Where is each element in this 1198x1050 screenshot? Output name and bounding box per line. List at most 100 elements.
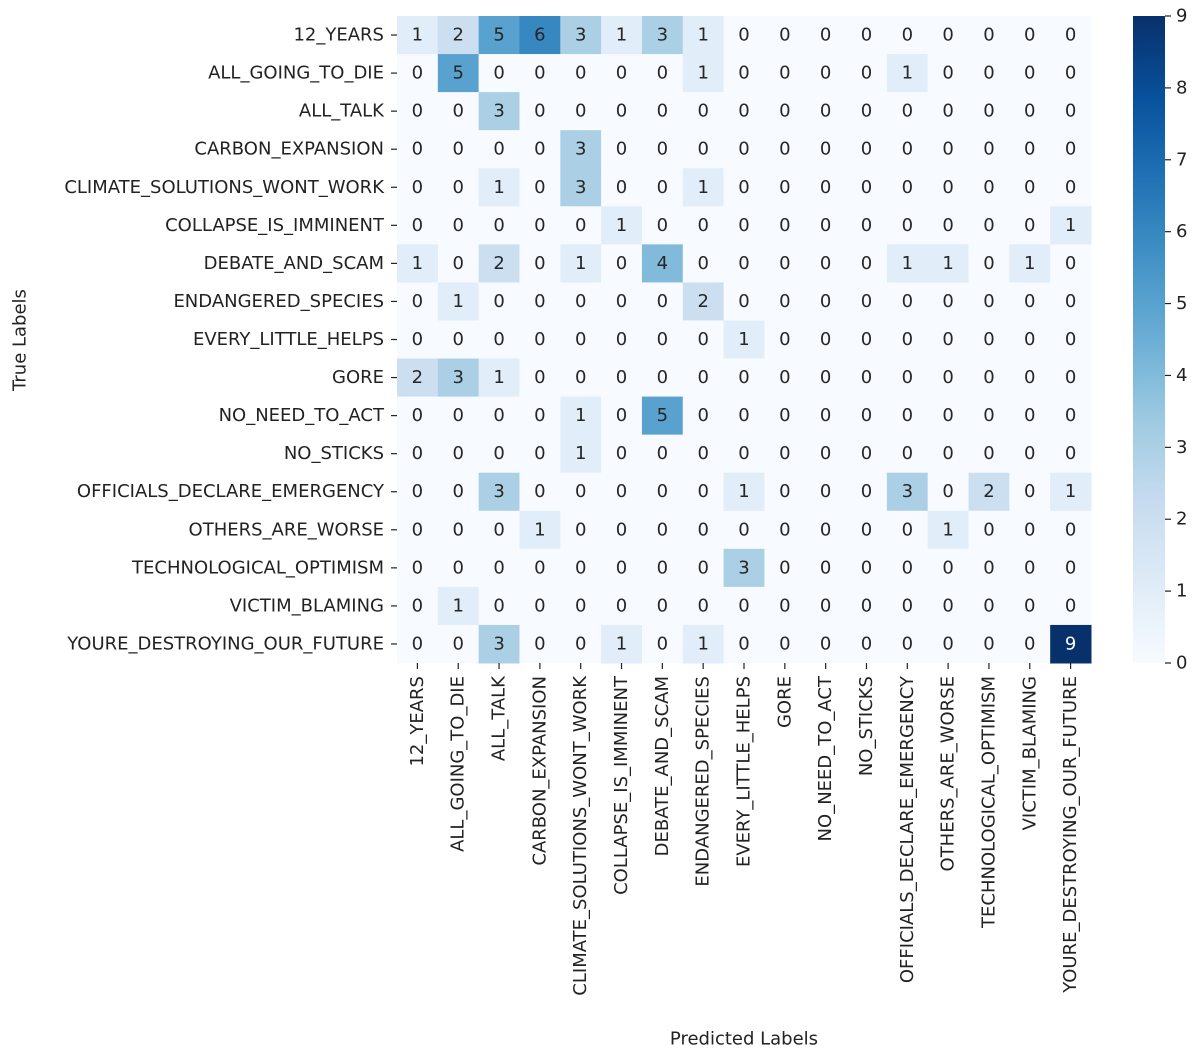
cell [764,206,806,245]
cell [641,16,684,55]
cell [723,54,765,93]
cell [437,586,480,626]
cell-label: 0 [412,329,423,350]
cell-label: 0 [1024,215,1035,236]
cell-label: 0 [453,519,464,540]
cell-label: 0 [575,63,586,84]
cell-label: 0 [697,405,708,426]
cell [560,16,602,55]
cell-label: 0 [983,25,994,46]
cell-label: 0 [1024,595,1035,616]
cell-label: 0 [1024,443,1035,464]
cell-label: 0 [942,405,953,426]
cell-label: 5 [453,63,464,84]
cell-label: 0 [942,633,953,654]
cell [437,206,480,245]
cell [437,244,480,283]
cell [1009,472,1051,512]
cell [478,206,520,245]
cell-label: 0 [453,177,464,198]
cell [723,130,765,169]
cell-label: 1 [1065,215,1076,236]
cell-label: 0 [779,25,790,46]
cell-label: 5 [493,25,504,46]
cell [519,282,561,321]
cell-label: 0 [412,481,423,502]
cell-label: 0 [820,633,831,654]
cell [846,472,888,512]
cell-label: 0 [1024,139,1035,160]
cell-label: 1 [453,291,464,312]
cell-label: 0 [453,633,464,654]
cell [437,472,480,512]
cell [682,92,725,131]
cell [519,92,561,131]
cell-label: 0 [1024,557,1035,578]
cell [723,206,765,245]
cell-label: 0 [1024,481,1035,502]
cell-label: 0 [861,253,872,274]
cell [641,244,684,283]
cell-label: 0 [575,557,586,578]
cell [519,548,561,588]
cell-label: 0 [983,633,994,654]
cell-label: 0 [1065,63,1076,84]
cell-label: 0 [534,291,545,312]
cell-label: 0 [616,405,627,426]
cell-label: 0 [820,595,831,616]
cell [968,510,1010,550]
cell-label: 3 [493,101,504,122]
colorbar-tick-label: 7 [1176,149,1187,170]
cell-label: 0 [983,367,994,388]
cell [805,586,847,626]
cell [641,282,684,321]
cell-label: 0 [1065,329,1076,350]
cell-label: 2 [983,481,994,502]
y-axis-label: True Labels [10,289,31,392]
cell [805,54,847,93]
y-tick-label: DEBATE_AND_SCAM [204,253,384,274]
cell [1050,624,1092,664]
cell [886,472,929,512]
cell-label: 0 [412,557,423,578]
y-tick-label: NO_NEED_TO_ACT [219,405,385,426]
cell [519,54,561,93]
y-tick-label: EVERY_LITTLE_HELPS [193,329,384,350]
cell [560,92,602,131]
cell-label: 0 [493,329,504,350]
cell [519,396,561,436]
cell-label: 9 [1065,633,1076,654]
cell-label: 0 [983,557,994,578]
cell-label: 0 [1065,253,1076,274]
cell-label: 0 [657,215,668,236]
cell [478,472,520,512]
cell [1009,92,1051,131]
cell-label: 0 [820,443,831,464]
cell [927,624,970,664]
cell [478,624,520,664]
cell [886,624,929,664]
cell-label: 0 [861,291,872,312]
cell [886,130,929,169]
cell [560,320,602,360]
cell [682,206,725,245]
cell-label: 0 [657,329,668,350]
cell-label: 0 [738,253,749,274]
cell-label: 1 [942,519,953,540]
cell-label: 0 [820,291,831,312]
cell-label: 2 [412,367,423,388]
cell-label: 0 [575,101,586,122]
cell [682,472,725,512]
cell-label: 0 [697,215,708,236]
cell [437,510,480,550]
cell [641,396,684,436]
x-tick-label: CLIMATE_SOLUTIONS_WONT_WORK [570,675,591,996]
cell-label: 0 [820,101,831,122]
cell-label: 0 [697,329,708,350]
colorbar-tick-label: 4 [1176,365,1187,386]
cell [886,54,929,93]
cell-label: 0 [534,595,545,616]
cell-label: 0 [902,291,913,312]
cell-label: 0 [983,139,994,160]
cell-label: 2 [493,253,504,274]
